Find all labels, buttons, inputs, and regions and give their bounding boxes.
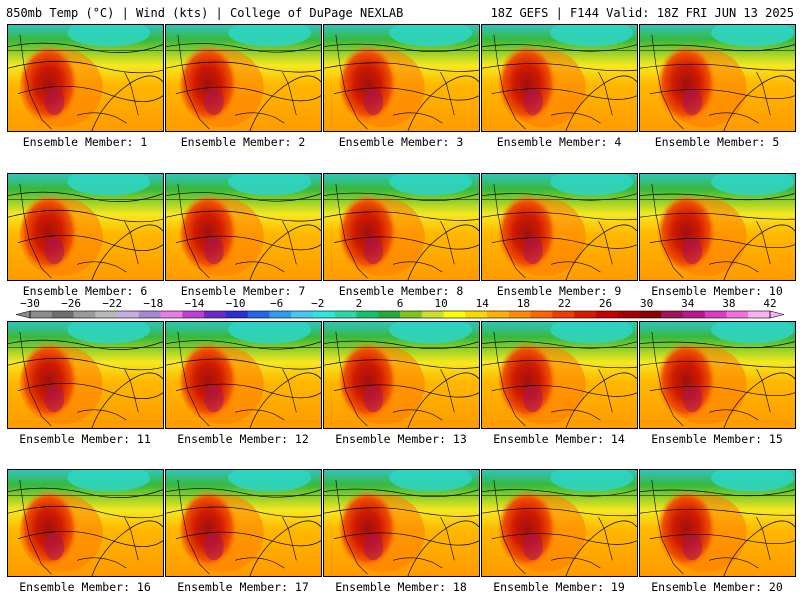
colorbar-segment [51,311,74,318]
ensemble-member-label: Ensemble Member: 7 [180,284,306,298]
colorbar-segment [661,311,684,318]
colorbar-segment [595,311,619,318]
colorbar-segment [704,311,727,318]
ensemble-member-label: Ensemble Member: 4 [496,135,622,149]
ensemble-member-label: Ensemble Member: 3 [338,135,464,149]
colorbar-segment [508,311,531,318]
ensemble-map-panel [7,321,164,429]
ensemble-member-label: Ensemble Member: 15 [651,432,783,446]
ensemble-member-label: Ensemble Member: 14 [493,432,625,446]
colorbar-tick-label: 42 [763,297,776,310]
ensemble-member-label: Ensemble Member: 5 [654,135,780,149]
ensemble-member-label: Ensemble Member: 18 [335,580,467,594]
colorbar-segment [574,311,597,318]
colorbar-segment [378,311,401,318]
colorbar-tick-label: 34 [681,297,695,310]
colorbar-end-arrow [769,310,785,319]
colorbar-tick-label: 14 [476,297,490,310]
valid-time-label: 18Z GEFS | F144 Valid: 18Z FRI JUN 13 20… [490,6,794,20]
ensemble-member-label: Ensemble Member: 19 [493,580,625,594]
ensemble-map-panel [481,173,638,281]
colorbar-segment [487,311,510,318]
colorbar-segment [400,311,423,318]
ensemble-map-panel [165,24,322,132]
colorbar-tick-label: 38 [722,297,735,310]
colorbar-tick-label: 6 [397,297,404,310]
ensemble-map-panel [639,321,796,429]
ensemble-map-panel [481,321,638,429]
colorbar-tick-label: 26 [599,297,612,310]
ensemble-member-label: Ensemble Member: 8 [338,284,464,298]
ensemble-member-label: Ensemble Member: 1 [22,135,148,149]
colorbar-segment [30,311,53,318]
colorbar-segment [95,311,118,318]
colorbar-segment [117,311,140,318]
colorbar-segment [225,311,249,318]
colorbar-tick-label: 22 [558,297,571,310]
ensemble-map-panel [639,469,796,577]
ensemble-map-panel [481,469,638,577]
colorbar-segment [182,311,205,318]
colorbar-tick-label: −22 [102,297,122,310]
ensemble-member-label: Ensemble Member: 10 [651,284,783,298]
ensemble-member-label: Ensemble Member: 12 [177,432,309,446]
colorbar-segment [160,311,183,318]
ensemble-map-panel [165,321,322,429]
ensemble-member-label: Ensemble Member: 11 [19,432,151,446]
colorbar-tick-label: 10 [434,297,447,310]
ensemble-member-label: Ensemble Member: 2 [180,135,306,149]
colorbar-segment [552,311,575,318]
ensemble-map-panel [639,173,796,281]
ensemble-member-label: Ensemble Member: 16 [19,580,151,594]
colorbar-segment [247,311,270,318]
ensemble-map-panel [323,24,480,132]
colorbar-tick-label: −6 [270,297,283,310]
colorbar-tick-label: −26 [61,297,81,310]
ensemble-member-label: Ensemble Member: 9 [496,284,622,298]
ensemble-map-panel [7,173,164,281]
ensemble-map-panel [7,24,164,132]
colorbar-tick-label: −30 [20,297,40,310]
ensemble-map-panel [323,173,480,281]
colorbar-segment [748,311,771,318]
ensemble-map-panel [165,173,322,281]
colorbar-segment [138,311,161,318]
colorbar-segment [291,311,314,318]
ensemble-map-panel [165,469,322,577]
colorbar-segment [465,311,488,318]
colorbar-segment [312,311,336,318]
colorbar-segment [639,311,662,318]
chart-title: 850mb Temp (°C) | Wind (kts) | College o… [6,6,404,20]
ensemble-map-panel [323,321,480,429]
ensemble-map-panel [323,469,480,577]
ensemble-map-panel [7,469,164,577]
colorbar-segment [682,311,706,318]
colorbar-tick-label: 2 [356,297,363,310]
colorbar-segment [443,311,466,318]
ensemble-member-label: Ensemble Member: 17 [177,580,309,594]
colorbar-segment [421,311,444,318]
colorbar-segment [530,311,553,318]
colorbar-tick-label: −18 [143,297,163,310]
colorbar-tick-label: −10 [226,297,246,310]
colorbar-segment [204,311,227,318]
colorbar-segment [356,311,379,318]
colorbar-segment [73,311,96,318]
colorbar-end-arrow [15,310,31,319]
ensemble-map-panel [639,24,796,132]
temperature-colorbar: −30 −26 −22 −18 −14 −10 −6 −2 2 6 10 14 18 22 26 30 34 38… [15,297,785,319]
ensemble-member-label: Ensemble Member: 13 [335,432,467,446]
ensemble-member-label: Ensemble Member: 20 [651,580,783,594]
colorbar-segment [334,311,357,318]
ensemble-member-label: Ensemble Member: 6 [22,284,148,298]
colorbar-tick-label: −2 [311,297,324,310]
colorbar-tick-label: 18 [517,297,530,310]
colorbar-tick-label: −14 [185,297,205,310]
colorbar-tick-label: 30 [640,297,653,310]
colorbar-segment [617,311,640,318]
colorbar-segment [269,311,292,318]
ensemble-map-panel [481,24,638,132]
colorbar-segment [726,311,749,318]
